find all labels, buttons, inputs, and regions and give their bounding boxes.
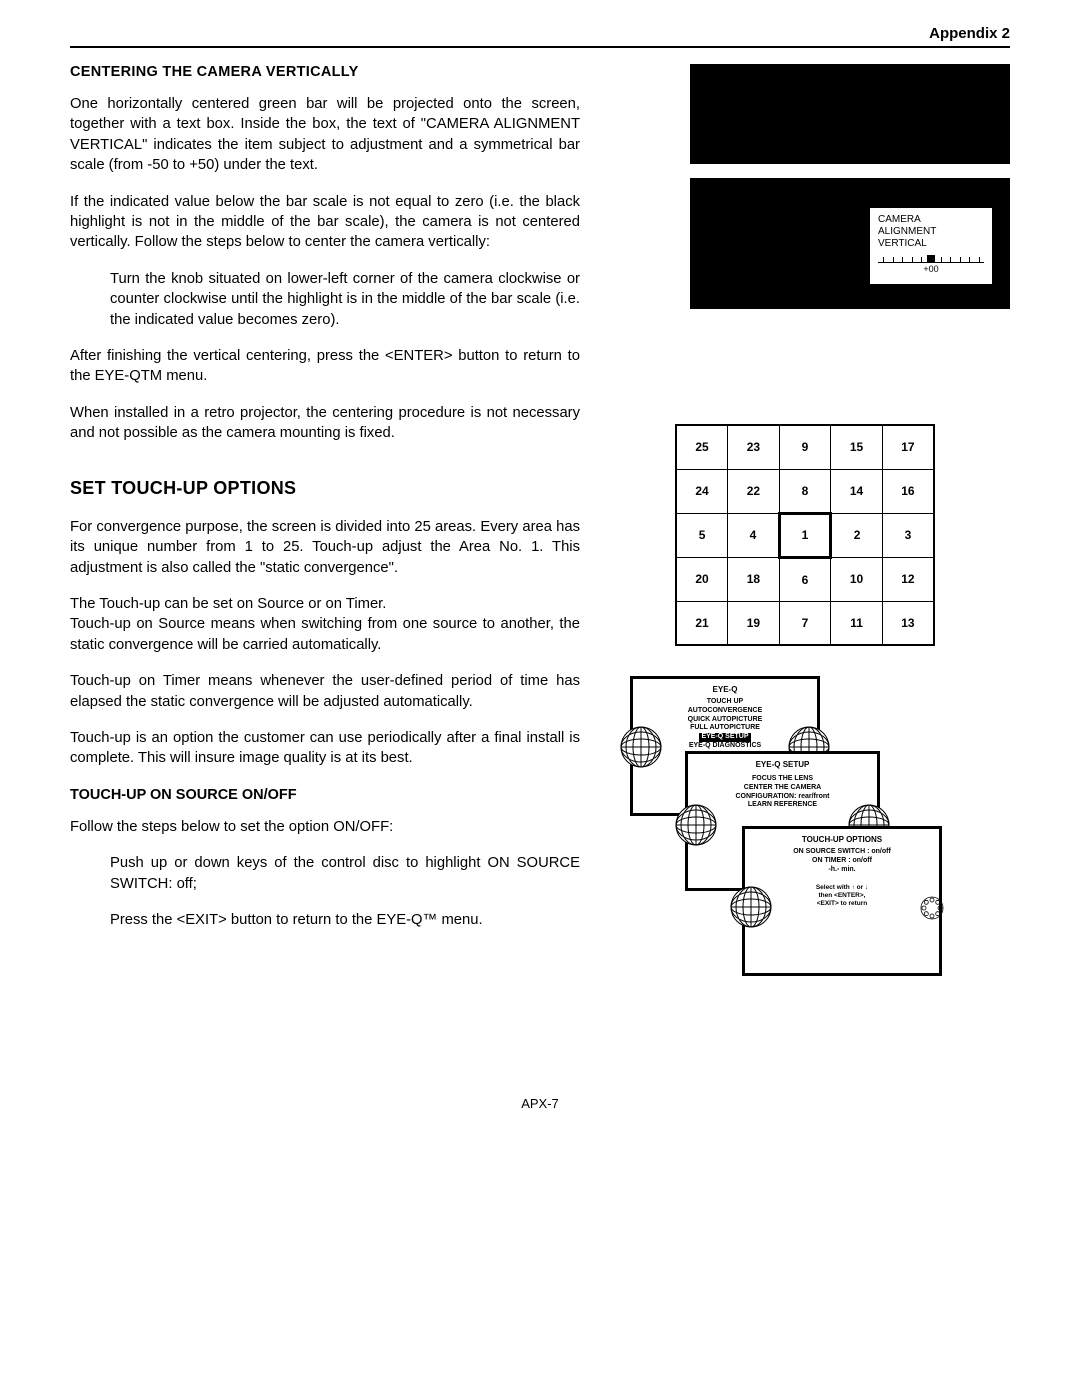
area-cell: 11 [831,601,883,645]
camera-box: CAMERA ALIGNMENT VERTICAL +00 [870,208,992,284]
section3-title: TOUCH-UP ON SOURCE ON/OFF [70,787,580,803]
menu-item: CONFIGURATION: rear/front [696,793,869,802]
area-cell: 4 [728,513,780,557]
p: Touch-up is an option the customer can u… [70,728,580,769]
menu-item: TOUCH UP [641,698,809,707]
section2-title: SET TOUCH-UP OPTIONS [70,478,580,499]
appendix-label: Appendix 2 [929,25,1010,42]
area-cell: 16 [882,469,934,513]
area-cell: 12 [882,557,934,601]
rule [70,46,1010,48]
globe-icon [730,886,772,928]
menu-item: FOCUS THE LENS [696,775,869,784]
area-cell: 17 [882,425,934,469]
area-cell: 15 [831,425,883,469]
p: The Touch-up can be set on Source or on … [70,594,580,655]
area-cell: 10 [831,557,883,601]
t: then <ENTER>, [753,892,931,900]
t: EYE-Q [641,685,809,694]
globe-icon [620,726,662,768]
area-cell: 25 [676,425,728,469]
menu-item: FULL AUTOPICTURE [641,724,809,733]
menu-item: QUICK AUTOPICTURE [641,716,809,725]
p: When installed in a retro projector, the… [70,403,580,444]
menu-item: LEARN REFERENCE [696,801,869,810]
t: EYE-Q SETUP [696,760,869,769]
menu-item: CENTER THE CAMERA [696,784,869,793]
area-grid: 2523915172422814165412320186101221197111… [675,424,935,646]
t: TOUCH-UP OPTIONS [753,835,931,844]
dotted-circle-icon [920,896,944,920]
area-cell: 23 [728,425,780,469]
p: After finishing the vertical centering, … [70,346,580,387]
p: Touch-up on Timer means whenever the use… [70,671,580,712]
page-number: APX-7 [70,1096,1010,1111]
area-cell: 3 [882,513,934,557]
t: ALIGNMENT [878,226,984,238]
t: Touch-up on Source means when switching … [70,616,580,652]
step: Push up or down keys of the control disc… [110,853,580,894]
menu-item: EYE-Q DIAGNOSTICS [641,742,809,751]
t: <EXIT> to return [753,900,931,908]
green-bar [690,164,1010,178]
t: CAMERA [878,214,984,226]
area-cell: 8 [779,469,831,513]
area-cell: 18 [728,557,780,601]
step: Press the <EXIT> button to return to the… [110,910,580,930]
area-cell: 21 [676,601,728,645]
area-cell: 20 [676,557,728,601]
p: One horizontally centered green bar will… [70,94,580,176]
p: For convergence purpose, the screen is d… [70,517,580,578]
area-cell: 24 [676,469,728,513]
t: VERTICAL [878,238,984,250]
menu-item: ON SOURCE SWITCH : on/off [753,848,931,857]
area-cell: 6 [779,557,831,601]
globe-icon [675,804,717,846]
bar-scale [878,254,984,263]
area-cell: 19 [728,601,780,645]
t: Select with ↑ or ↓ [753,884,931,892]
area-cell: 14 [831,469,883,513]
section1-title: CENTERING THE CAMERA VERTICALLY [70,64,580,80]
t: The Touch-up can be set on Source or on … [70,596,386,612]
area-cell: 5 [676,513,728,557]
menu-stack: EYE-Q TOUCH UPAUTOCONVERGENCEQUICK AUTOP… [630,676,960,996]
p: Follow the steps below to set the option… [70,817,580,837]
area-cell: 13 [882,601,934,645]
camera-alignment-figure: CAMERA ALIGNMENT VERTICAL +00 [690,64,1010,309]
area-cell: 2 [831,513,883,557]
area-cell: 9 [779,425,831,469]
step: Turn the knob situated on lower-left cor… [110,269,580,330]
area-cell: 1 [779,513,831,557]
menu-item-hl: EYE-Q SETUP [699,733,750,742]
menu-item: -h.- min. [753,866,931,875]
scale-value: +00 [878,264,984,275]
area-cell: 7 [779,601,831,645]
area-cell: 22 [728,469,780,513]
menu-touchup-options: TOUCH-UP OPTIONS ON SOURCE SWITCH : on/o… [742,826,942,976]
p: If the indicated value below the bar sca… [70,192,580,253]
menu-item: AUTOCONVERGENCE [641,707,809,716]
menu-item: ON TIMER : on/off [753,857,931,866]
scale-marker [927,255,935,262]
